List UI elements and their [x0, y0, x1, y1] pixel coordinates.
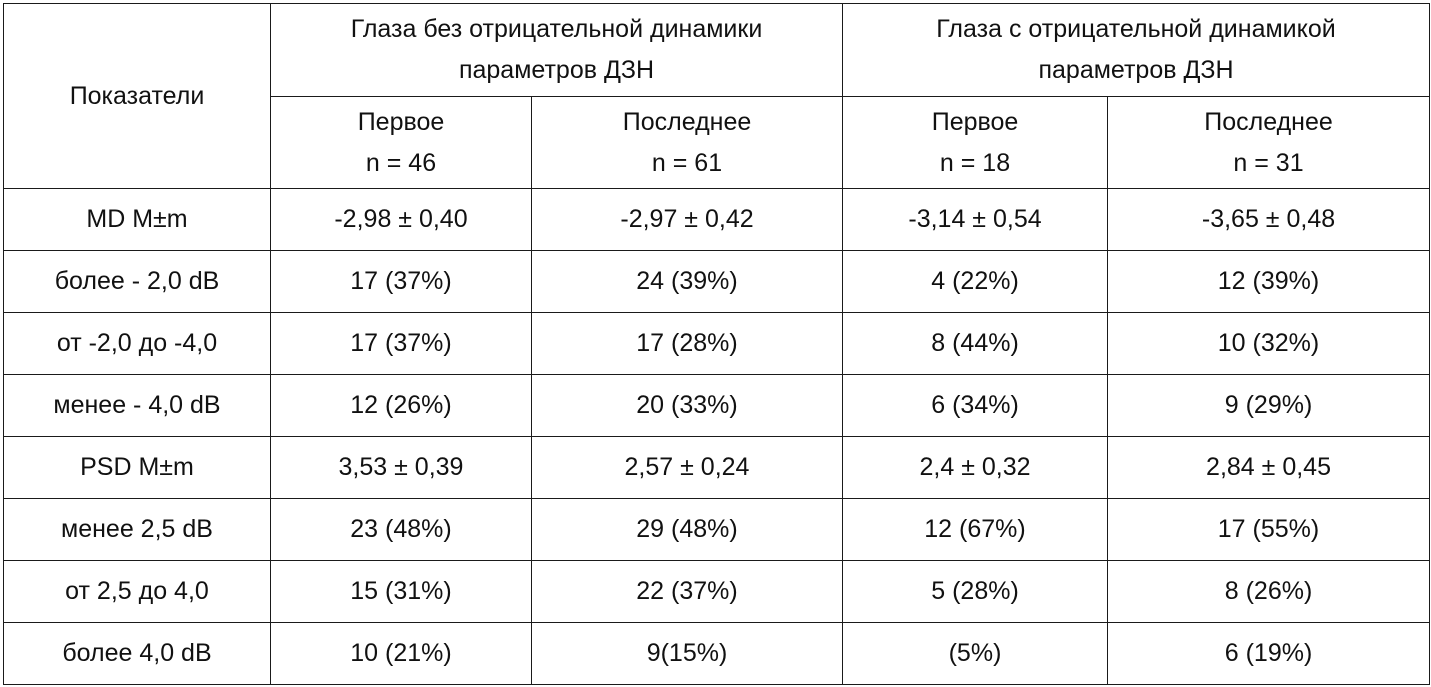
table-cell: 10 (21%) [270, 622, 532, 685]
row-label: PSD M±m [3, 436, 271, 499]
table-row: более 4,0 dB 10 (21%) 9(15%) (5%) 6 (19%… [3, 622, 1431, 685]
table-cell: 6 (19%) [1107, 622, 1431, 685]
table-cell: 3,53 ± 0,39 [270, 436, 532, 499]
header-group-without-line-2: параметров ДЗН [458, 56, 655, 84]
table-cell: (5%) [842, 622, 1109, 685]
subheader-label: Последнее [622, 107, 752, 136]
subheader-last-with: Последнее n = 31 [1107, 96, 1431, 189]
header-indicators: Показатели [3, 3, 271, 189]
table-cell: 10 (32%) [1107, 312, 1431, 375]
row-label: менее - 4,0 dB [3, 374, 271, 437]
table-row: PSD M±m 3,53 ± 0,39 2,57 ± 0,24 2,4 ± 0,… [3, 436, 1431, 499]
table-row: менее 2,5 dB 23 (48%) 29 (48%) 12 (67%) … [3, 498, 1431, 561]
table-cell: -2,98 ± 0,40 [270, 188, 532, 251]
table-cell: 2,4 ± 0,32 [842, 436, 1109, 499]
table-cell: 15 (31%) [270, 560, 532, 623]
subheader-n: n = 61 [651, 148, 723, 177]
row-label: MD M±m [3, 188, 271, 251]
subheader-label: Первое [357, 107, 445, 136]
table-cell: 6 (34%) [842, 374, 1109, 437]
table-cell: 12 (39%) [1107, 250, 1431, 313]
table-cell: 22 (37%) [530, 560, 844, 623]
subheader-n: n = 46 [365, 148, 437, 177]
header-group-without-negative-dynamics: Глаза без отрицательной динамики парамет… [269, 3, 844, 97]
table-cell: 23 (48%) [270, 498, 532, 561]
results-table: Показатели Глаза без отрицательной динам… [3, 3, 1431, 685]
table-cell: 8 (26%) [1107, 560, 1431, 623]
subheader-n: n = 31 [1233, 148, 1304, 177]
subheader-last-without: Последнее n = 61 [530, 96, 844, 189]
row-label: более - 2,0 dB [3, 250, 271, 313]
table-cell: 4 (22%) [842, 250, 1109, 313]
header-group-with-line-1: Глаза с отрицательной динамикой [936, 15, 1336, 43]
header-group-with-line-2: параметров ДЗН [1038, 56, 1234, 84]
table-cell: 17 (28%) [530, 312, 844, 375]
table-cell: 17 (37%) [270, 312, 532, 375]
table-row: MD M±m -2,98 ± 0,40 -2,97 ± 0,42 -3,14 ±… [3, 188, 1431, 251]
table-cell: 8 (44%) [842, 312, 1109, 375]
header-row-groups: Показатели Глаза без отрицательной динам… [3, 3, 1431, 189]
table-row: более - 2,0 dB 17 (37%) 24 (39%) 4 (22%)… [3, 250, 1431, 313]
table-cell: 12 (67%) [842, 498, 1109, 561]
subheader-first-with: Первое n = 18 [842, 96, 1109, 189]
subheader-first-without: Первое n = 46 [270, 96, 532, 189]
table-cell: 20 (33%) [530, 374, 844, 437]
row-label: более 4,0 dB [3, 622, 271, 685]
table-cell: 24 (39%) [530, 250, 844, 313]
header-group-without-line-1: Глаза без отрицательной динамики [350, 15, 763, 43]
row-label: от 2,5 до 4,0 [3, 560, 271, 623]
table-cell: 29 (48%) [530, 498, 844, 561]
table-cell: -3,14 ± 0,54 [842, 188, 1109, 251]
header-group-with-negative-dynamics: Глаза с отрицательной динамикой параметр… [842, 3, 1431, 97]
table-row: от 2,5 до 4,0 15 (31%) 22 (37%) 5 (28%) … [3, 560, 1431, 623]
table-cell: 9 (29%) [1107, 374, 1431, 437]
row-label: от -2,0 до -4,0 [3, 312, 271, 375]
table-cell: 2,84 ± 0,45 [1107, 436, 1431, 499]
table-cell: 9(15%) [530, 622, 844, 685]
table-cell: 17 (37%) [270, 250, 532, 313]
row-label: менее 2,5 dB [3, 498, 271, 561]
subheader-label: Последнее [1204, 107, 1333, 136]
table-cell: 17 (55%) [1107, 498, 1431, 561]
table-row: от -2,0 до -4,0 17 (37%) 17 (28%) 8 (44%… [3, 312, 1431, 375]
table-cell: 12 (26%) [270, 374, 532, 437]
table-cell: 5 (28%) [842, 560, 1109, 623]
table-cell: 2,57 ± 0,24 [530, 436, 844, 499]
subheader-n: n = 18 [939, 148, 1011, 177]
subheader-label: Первое [931, 107, 1019, 136]
table-row: менее - 4,0 dB 12 (26%) 20 (33%) 6 (34%)… [3, 374, 1431, 437]
table-cell: -2,97 ± 0,42 [530, 188, 844, 251]
table-cell: -3,65 ± 0,48 [1107, 188, 1431, 251]
